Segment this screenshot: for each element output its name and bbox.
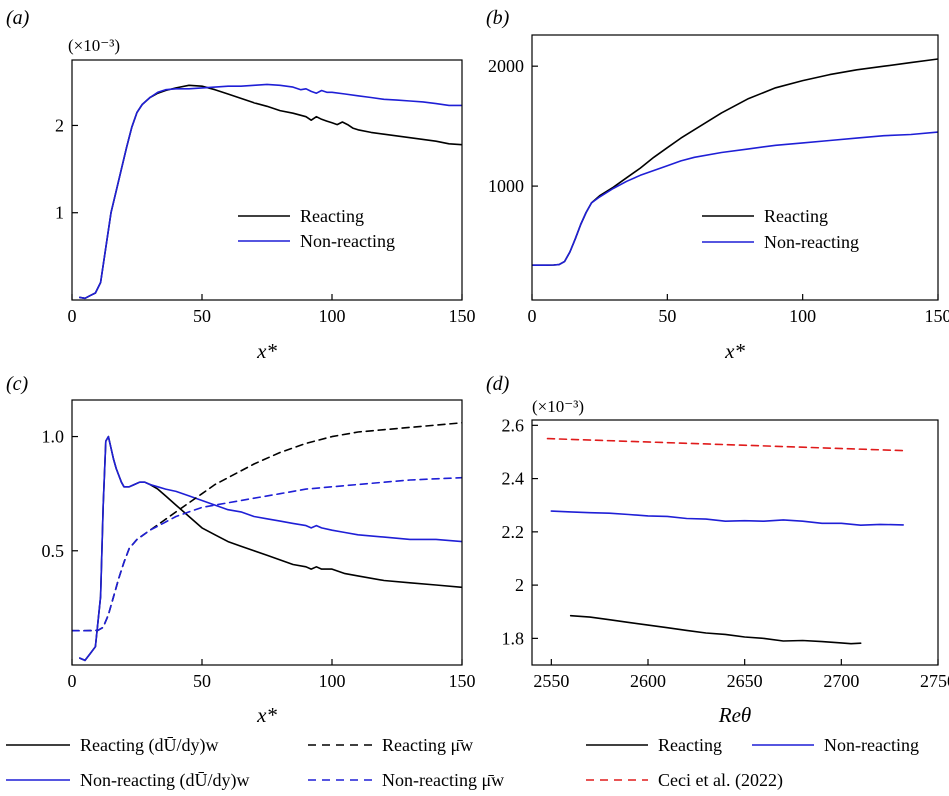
panel-d-x-tick-label-3: 2700: [823, 671, 859, 691]
panel-c-series-non-reacting-w: [72, 476, 462, 632]
panel-a-x-axis-label: x*: [256, 339, 277, 363]
panel-b-x-axis-label: x*: [724, 339, 745, 363]
panel-c-y-tick-label-0: 0.5: [42, 541, 65, 561]
panel-b-plot-frame: [531, 34, 939, 301]
panel-d-x-tick-label-4: 2750: [920, 671, 949, 691]
legend-label-ceci: Ceci et al. (2022): [658, 770, 783, 791]
panel-c-x-tick-label-2: 100: [319, 671, 346, 691]
bottom-legend: Reacting (dŪ/dy)w Reacting μ̄w Reacting …: [6, 735, 919, 791]
panel-a-series: [79, 83, 462, 300]
legend-label-reacting: Reacting: [658, 735, 722, 755]
panel-d-series-non-reacting: [550, 510, 905, 527]
panel-d-plot-frame: [531, 419, 939, 666]
panel-d-series: [546, 437, 905, 645]
panel-a-label: (a): [6, 7, 30, 29]
panel-b-x-tick-label-0: 0: [528, 306, 537, 326]
panel-b-y-ticks: 1000 2000: [488, 56, 538, 196]
panel-c-series: [72, 421, 462, 662]
panel-d-x-tick-label-0: 2550: [533, 671, 569, 691]
panel-b-series-non-reacting: [532, 131, 938, 267]
panel-d-y-tick-label-0: 1.8: [502, 628, 525, 648]
panel-a-scale-note: (×10⁻³): [68, 36, 120, 55]
panel-c-series-reacting-w: [72, 421, 462, 632]
panel-c-x-axis-label: x*: [256, 703, 277, 727]
legend-label-non-reacting-mu: Non-reacting μ̄w: [382, 770, 504, 790]
legend-label-non-reacting-du-dy: Non-reacting (dŪ/dy)w: [80, 770, 249, 791]
panel-c-x-ticks: 0 50 100 150: [68, 659, 476, 691]
panel-a-x-tick-label-1: 50: [193, 306, 211, 326]
panel-a-legend-label-reacting: Reacting: [300, 206, 364, 226]
panel-b-legend-label-non-reacting: Non-reacting: [764, 232, 859, 252]
panel-d-y-tick-label-4: 2.6: [502, 415, 525, 435]
legend-label-reacting-du-dy: Reacting (dŪ/dy)w: [80, 735, 218, 756]
panel-a-legend-label-non-reacting: Non-reacting: [300, 231, 395, 251]
panel-d-series-ceci-et-al-2022: [546, 437, 905, 452]
panel-d: (d) (×10⁻³) 2550 2600 2650 2700 2750 1.8 2 2.2…: [486, 373, 949, 727]
panel-a-x-tick-label-2: 100: [319, 306, 346, 326]
panel-b-legend-label-reacting: Reacting: [764, 206, 828, 226]
panel-a-x-tick-label-0: 0: [68, 306, 77, 326]
panel-d-x-tick-label-2: 2650: [727, 671, 763, 691]
panel-c: (c) 0 50 100 150 0.5 1.0 x*: [6, 373, 476, 727]
panel-b-y-tick-label-1: 2000: [488, 56, 524, 76]
panel-c-label: (c): [6, 373, 29, 395]
panel-a: (a) (×10⁻³) 0 50 100 150 12 x* Reacting Non…: [6, 7, 476, 363]
panel-d-label: (d): [486, 373, 510, 395]
panel-b-series: [532, 58, 938, 267]
panel-a-legend: Reacting Non-reacting: [238, 206, 395, 251]
panel-d-scale-note: (×10⁻³): [532, 397, 584, 416]
panel-a-x-tick-label-3: 150: [449, 306, 476, 326]
panel-c-x-tick-label-1: 50: [193, 671, 211, 691]
legend-label-reacting-mu: Reacting μ̄w: [382, 735, 473, 755]
panel-a-y-ticks: 12: [55, 115, 78, 223]
panel-a-y-tick-label-0: 1: [55, 203, 64, 223]
panel-c-series-non-reacting-d-dy-w: [79, 435, 462, 662]
panel-d-y-tick-label-3: 2.4: [502, 469, 525, 489]
panel-a-series-non-reacting: [79, 83, 462, 300]
panel-c-x-tick-label-3: 150: [449, 671, 476, 691]
panel-b-label: (b): [486, 7, 510, 29]
panel-b-x-tick-label-2: 100: [789, 306, 816, 326]
panel-d-x-ticks: 2550 2600 2650 2700 2750: [533, 659, 949, 691]
legend-label-non-reacting: Non-reacting: [824, 735, 919, 755]
panel-c-y-tick-label-1: 1.0: [42, 427, 65, 447]
panel-b: (b) 0 50 100 150 1000 2000 x* Reacting Non-r…: [486, 7, 949, 363]
panel-a-y-tick-label-1: 2: [55, 115, 64, 135]
panel-d-y-ticks: 1.8 2 2.2 2.4 2.6: [502, 415, 538, 648]
panel-d-y-tick-label-1: 2: [515, 575, 524, 595]
panel-b-x-tick-label-3: 150: [925, 306, 949, 326]
panel-c-x-tick-label-0: 0: [68, 671, 77, 691]
panel-a-x-ticks: 0 50 100 150: [68, 294, 476, 326]
panel-c-series-reacting-d-dy-w: [79, 435, 462, 662]
panel-b-y-tick-label-0: 1000: [488, 176, 524, 196]
panel-d-series-reacting: [569, 614, 862, 645]
panel-b-series-reacting: [532, 58, 938, 267]
panel-b-x-tick-label-1: 50: [658, 306, 676, 326]
panel-d-y-tick-label-2: 2.2: [502, 522, 525, 542]
panel-d-x-tick-label-1: 2600: [630, 671, 666, 691]
panel-c-y-ticks: 0.5 1.0: [42, 427, 78, 561]
panel-a-plot-frame: [71, 59, 463, 301]
panel-a-series-reacting: [79, 84, 462, 300]
panel-b-x-ticks: 0 50 100 150: [528, 294, 949, 326]
panel-c-plot-frame: [71, 399, 463, 666]
panel-d-x-axis-label: Reθ: [718, 703, 751, 727]
panel-b-legend: Reacting Non-reacting: [702, 206, 859, 252]
